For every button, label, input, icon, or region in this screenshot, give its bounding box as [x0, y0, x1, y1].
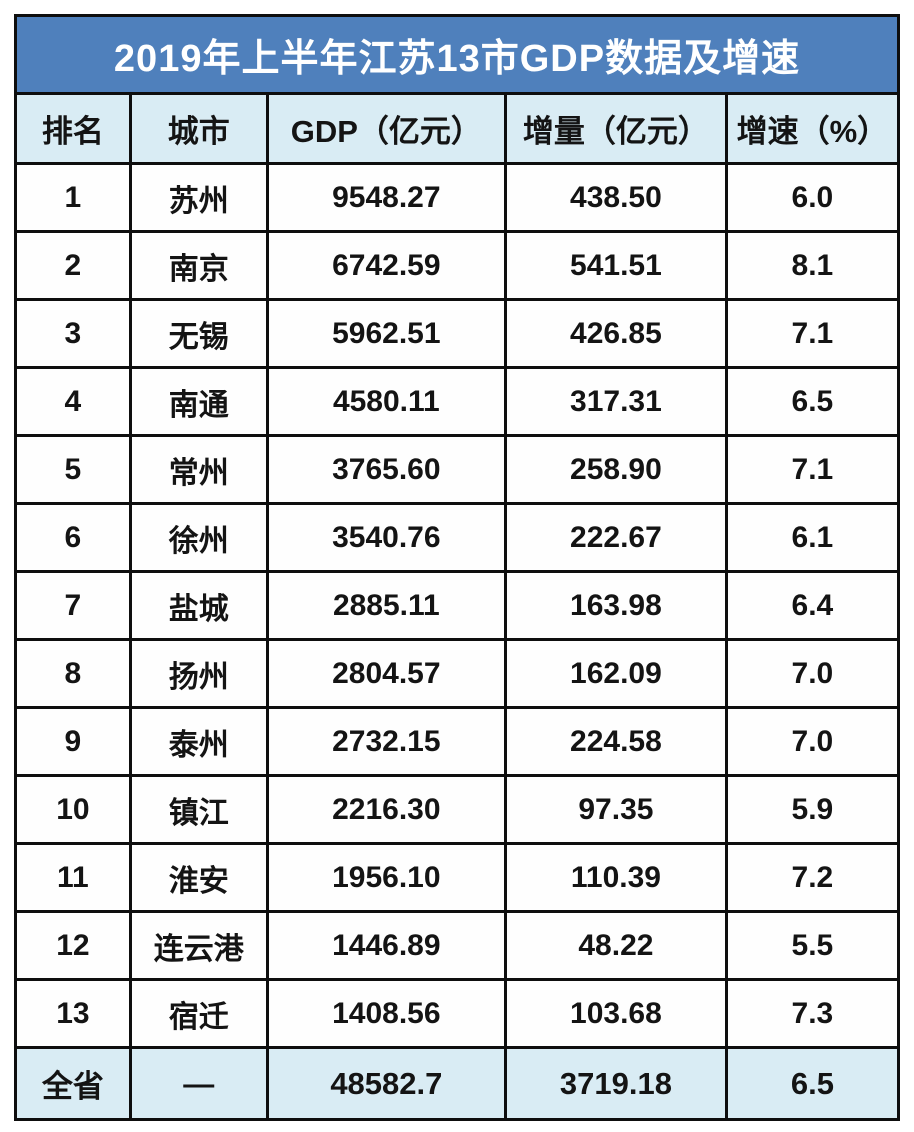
cell-growth: 5.5 — [724, 910, 901, 981]
table-row: 12 连云港 1446.89 48.22 5.5 — [14, 910, 901, 981]
cell-rank: 5 — [14, 434, 132, 505]
cell-growth: 7.2 — [724, 842, 901, 913]
cell-city: 盐城 — [128, 570, 269, 641]
table-row: 8 扬州 2804.57 162.09 7.0 — [14, 638, 901, 709]
cell-rank: 3 — [14, 298, 132, 369]
table-row: 3 无锡 5962.51 426.85 7.1 — [14, 298, 901, 369]
cell-gdp: 2732.15 — [265, 706, 508, 777]
cell-increase: 110.39 — [504, 842, 728, 913]
table-row: 1 苏州 9548.27 438.50 6.0 — [14, 162, 901, 233]
cell-rank: 12 — [14, 910, 132, 981]
gdp-table-card: 2019年上半年江苏13市GDP数据及增速 排名 城市 GDP（亿元） 增量（亿… — [14, 14, 901, 1121]
cell-rank: 10 — [14, 774, 132, 845]
cell-gdp: 1408.56 — [265, 978, 508, 1049]
province-total-row: 全省 — 48582.7 3719.18 6.5 — [14, 1046, 901, 1121]
cell-gdp: 3540.76 — [265, 502, 508, 573]
cell-city: 镇江 — [128, 774, 269, 845]
cell-growth: 6.1 — [724, 502, 901, 573]
cell-growth: 7.0 — [724, 706, 901, 777]
cell-gdp: 2885.11 — [265, 570, 508, 641]
cell-growth: 7.3 — [724, 978, 901, 1049]
cell-rank: 8 — [14, 638, 132, 709]
footer-city: — — [128, 1046, 269, 1121]
cell-gdp: 5962.51 — [265, 298, 508, 369]
table-row: 2 南京 6742.59 541.51 8.1 — [14, 230, 901, 301]
footer-growth: 6.5 — [724, 1046, 901, 1121]
cell-growth: 8.1 — [724, 230, 901, 301]
header-row: 排名 城市 GDP（亿元） 增量（亿元） 增速（%） — [14, 92, 901, 165]
cell-rank: 7 — [14, 570, 132, 641]
cell-growth: 6.5 — [724, 366, 901, 437]
header-growth: 增速（%） — [724, 92, 901, 165]
cell-increase: 317.31 — [504, 366, 728, 437]
cell-gdp: 2216.30 — [265, 774, 508, 845]
cell-growth: 7.1 — [724, 298, 901, 369]
cell-rank: 11 — [14, 842, 132, 913]
cell-growth: 6.4 — [724, 570, 901, 641]
table-header: 排名 城市 GDP（亿元） 增量（亿元） 增速（%） — [14, 92, 901, 165]
header-increase: 增量（亿元） — [504, 92, 728, 165]
cell-increase: 222.67 — [504, 502, 728, 573]
footer-rank: 全省 — [14, 1046, 132, 1121]
cell-gdp: 9548.27 — [265, 162, 508, 233]
table-row: 11 淮安 1956.10 110.39 7.2 — [14, 842, 901, 913]
cell-rank: 4 — [14, 366, 132, 437]
cell-city: 泰州 — [128, 706, 269, 777]
cell-increase: 541.51 — [504, 230, 728, 301]
cell-rank: 13 — [14, 978, 132, 1049]
cell-increase: 103.68 — [504, 978, 728, 1049]
cell-city: 宿迁 — [128, 978, 269, 1049]
cell-gdp: 6742.59 — [265, 230, 508, 301]
cell-growth: 6.0 — [724, 162, 901, 233]
table-body: 1 苏州 9548.27 438.50 6.0 2 南京 6742.59 541.51 8.1 3 无… — [14, 162, 901, 1049]
cell-increase: 426.85 — [504, 298, 728, 369]
cell-rank: 6 — [14, 502, 132, 573]
footer-increase: 3719.18 — [504, 1046, 728, 1121]
header-gdp: GDP（亿元） — [265, 92, 508, 165]
cell-gdp: 4580.11 — [265, 366, 508, 437]
cell-increase: 258.90 — [504, 434, 728, 505]
footer-gdp: 48582.7 — [265, 1046, 508, 1121]
cell-city: 常州 — [128, 434, 269, 505]
cell-city: 南通 — [128, 366, 269, 437]
table-title-banner: 2019年上半年江苏13市GDP数据及增速 — [14, 14, 900, 95]
cell-increase: 48.22 — [504, 910, 728, 981]
cell-city: 苏州 — [128, 162, 269, 233]
cell-gdp: 1956.10 — [265, 842, 508, 913]
table-row: 13 宿迁 1408.56 103.68 7.3 — [14, 978, 901, 1049]
cell-growth: 5.9 — [724, 774, 901, 845]
table-row: 5 常州 3765.60 258.90 7.1 — [14, 434, 901, 505]
cell-increase: 224.58 — [504, 706, 728, 777]
table-row: 10 镇江 2216.30 97.35 5.9 — [14, 774, 901, 845]
cell-increase: 163.98 — [504, 570, 728, 641]
table-footer: 全省 — 48582.7 3719.18 6.5 — [14, 1046, 901, 1121]
cell-growth: 7.0 — [724, 638, 901, 709]
cell-city: 连云港 — [128, 910, 269, 981]
gdp-table: 排名 城市 GDP（亿元） 增量（亿元） 增速（%） 1 苏州 9548.27 438… — [14, 92, 901, 1121]
header-rank: 排名 — [14, 92, 132, 165]
cell-city: 淮安 — [128, 842, 269, 913]
cell-rank: 2 — [14, 230, 132, 301]
cell-increase: 438.50 — [504, 162, 728, 233]
table-title: 2019年上半年江苏13市GDP数据及增速 — [113, 38, 801, 80]
cell-city: 南京 — [128, 230, 269, 301]
cell-rank: 1 — [14, 162, 132, 233]
cell-city: 徐州 — [128, 502, 269, 573]
table-row: 6 徐州 3540.76 222.67 6.1 — [14, 502, 901, 573]
cell-gdp: 1446.89 — [265, 910, 508, 981]
cell-gdp: 2804.57 — [265, 638, 508, 709]
table-row: 4 南通 4580.11 317.31 6.5 — [14, 366, 901, 437]
table-row: 9 泰州 2732.15 224.58 7.0 — [14, 706, 901, 777]
cell-growth: 7.1 — [724, 434, 901, 505]
cell-city: 扬州 — [128, 638, 269, 709]
cell-rank: 9 — [14, 706, 132, 777]
cell-city: 无锡 — [128, 298, 269, 369]
cell-increase: 97.35 — [504, 774, 728, 845]
table-row: 7 盐城 2885.11 163.98 6.4 — [14, 570, 901, 641]
cell-gdp: 3765.60 — [265, 434, 508, 505]
cell-increase: 162.09 — [504, 638, 728, 709]
header-city: 城市 — [128, 92, 269, 165]
